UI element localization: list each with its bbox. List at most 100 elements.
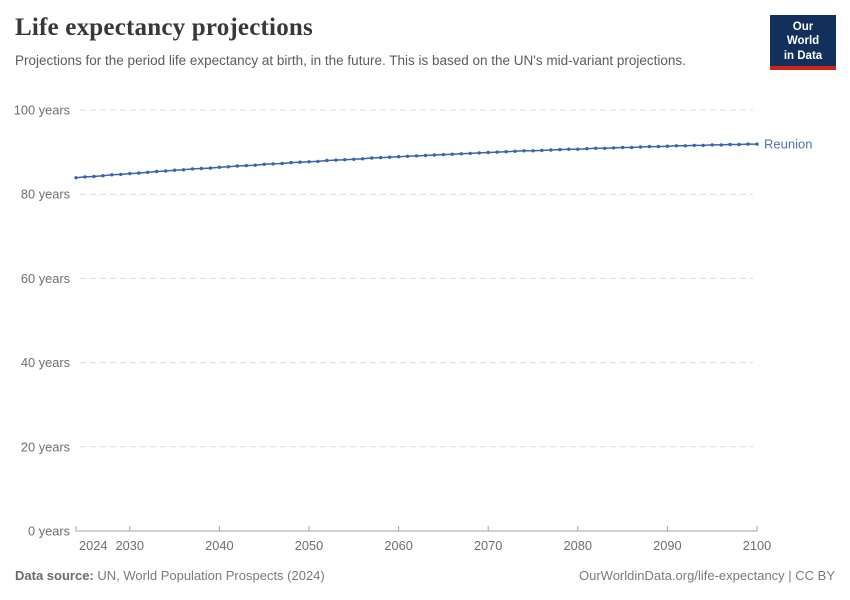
data-point-2050[interactable] xyxy=(307,160,311,164)
chart-subtitle: Projections for the period life expectan… xyxy=(15,53,686,68)
data-point-2078[interactable] xyxy=(558,147,562,152)
data-point-2029[interactable] xyxy=(119,172,123,177)
data-point-2054[interactable] xyxy=(343,158,347,162)
data-point-2080[interactable] xyxy=(576,147,580,151)
data-point-2038[interactable] xyxy=(199,166,204,171)
data-point-2041[interactable] xyxy=(226,165,230,169)
x-tick-label-2090: 2090 xyxy=(653,538,681,553)
data-point-2081[interactable] xyxy=(585,147,589,151)
data-point-2062[interactable] xyxy=(414,154,419,158)
data-point-2065[interactable] xyxy=(441,152,446,157)
data-point-2045[interactable] xyxy=(262,162,266,166)
x-tick-label-2100: 2100 xyxy=(743,538,771,553)
data-point-2100[interactable] xyxy=(755,142,759,146)
data-point-2024[interactable] xyxy=(74,176,78,180)
data-point-2060[interactable] xyxy=(396,155,401,159)
data-point-2052[interactable] xyxy=(325,158,329,163)
credit-link[interactable]: OurWorldinData.org/life-expectancy | CC … xyxy=(578,568,835,583)
x-tick-label-2030: 2030 xyxy=(116,538,144,553)
data-point-2063[interactable] xyxy=(423,153,428,158)
data-point-2048[interactable] xyxy=(289,160,293,165)
data-point-2077[interactable] xyxy=(549,148,553,152)
data-point-2099[interactable] xyxy=(746,142,750,146)
x-tick-label-2050: 2050 xyxy=(295,538,323,553)
data-point-2049[interactable] xyxy=(298,160,302,164)
data-point-2094[interactable] xyxy=(701,143,705,148)
data-point-2089[interactable] xyxy=(656,144,661,149)
data-point-2031[interactable] xyxy=(137,171,141,175)
data-point-2047[interactable] xyxy=(280,161,284,166)
data-source-label: Data source: xyxy=(15,568,94,583)
entity-label[interactable]: Reunion xyxy=(764,137,812,152)
data-point-2090[interactable] xyxy=(665,144,670,148)
data-point-2097[interactable] xyxy=(728,142,732,147)
data-point-2027[interactable] xyxy=(101,174,105,178)
data-point-2098[interactable] xyxy=(737,142,741,147)
data-point-2043[interactable] xyxy=(244,163,248,168)
data-point-2037[interactable] xyxy=(190,167,195,171)
data-point-2083[interactable] xyxy=(603,146,607,150)
data-source-value: UN, World Population Prospects (2024) xyxy=(97,568,325,583)
data-point-2061[interactable] xyxy=(405,154,410,158)
data-point-2087[interactable] xyxy=(638,145,643,149)
owid-logo-line2: in Data xyxy=(783,49,823,62)
data-point-2073[interactable] xyxy=(513,149,517,153)
x-tick-label-2070: 2070 xyxy=(474,538,502,553)
data-point-2039[interactable] xyxy=(208,166,213,170)
data-point-2042[interactable] xyxy=(235,164,239,168)
data-point-2086[interactable] xyxy=(629,145,634,150)
data-point-2040[interactable] xyxy=(217,165,222,169)
data-point-2058[interactable] xyxy=(379,155,383,160)
data-point-2075[interactable] xyxy=(531,149,535,153)
data-point-2092[interactable] xyxy=(683,144,687,148)
data-point-2026[interactable] xyxy=(92,174,96,179)
data-point-2072[interactable] xyxy=(504,150,508,154)
data-point-2069[interactable] xyxy=(477,151,481,155)
data-point-2064[interactable] xyxy=(432,153,437,157)
data-point-2066[interactable] xyxy=(450,152,454,156)
data-point-2079[interactable] xyxy=(567,147,571,151)
data-point-2030[interactable] xyxy=(128,171,132,176)
data-point-2071[interactable] xyxy=(495,150,499,154)
data-point-2084[interactable] xyxy=(611,146,616,150)
data-point-2033[interactable] xyxy=(154,169,159,174)
data-point-2035[interactable] xyxy=(172,168,177,172)
data-point-2057[interactable] xyxy=(370,156,374,160)
data-point-2093[interactable] xyxy=(692,143,696,148)
data-point-2095[interactable] xyxy=(710,143,714,147)
data-point-2082[interactable] xyxy=(594,146,598,150)
owid-logo[interactable]: Our World in Data xyxy=(770,15,836,71)
y-tick-label-80: 80 years xyxy=(21,187,70,202)
data-point-2059[interactable] xyxy=(387,155,392,159)
data-point-2068[interactable] xyxy=(468,151,472,156)
data-point-2056[interactable] xyxy=(361,157,365,161)
data-point-2025[interactable] xyxy=(83,175,87,179)
data-point-2046[interactable] xyxy=(271,162,275,166)
y-tick-label-0: 0 years xyxy=(28,524,70,539)
data-point-2051[interactable] xyxy=(316,159,320,164)
data-point-2074[interactable] xyxy=(522,149,526,153)
data-point-2032[interactable] xyxy=(146,170,150,174)
data-point-2088[interactable] xyxy=(647,144,652,149)
data-point-2053[interactable] xyxy=(334,158,338,162)
x-axis-line xyxy=(75,526,758,532)
data-point-2091[interactable] xyxy=(674,144,679,148)
data-point-2070[interactable] xyxy=(486,150,490,155)
data-point-2044[interactable] xyxy=(253,163,257,167)
data-point-2028[interactable] xyxy=(110,173,114,177)
series-line[interactable] xyxy=(75,143,757,179)
data-point-2076[interactable] xyxy=(540,148,544,153)
owid-logo-line1: Our World xyxy=(786,21,820,48)
chart-title: Life expectancy projections xyxy=(15,14,313,41)
data-point-2067[interactable] xyxy=(459,152,463,156)
chart-footer: Data source: UN, World Population Prospe… xyxy=(15,568,835,583)
data-point-2055[interactable] xyxy=(352,157,356,161)
x-tick-label-2080: 2080 xyxy=(564,538,592,553)
series-reunion[interactable]: Reunion xyxy=(74,137,812,180)
data-point-2034[interactable] xyxy=(163,169,168,173)
data-point-2085[interactable] xyxy=(620,145,625,150)
data-point-2036[interactable] xyxy=(181,168,186,172)
data-point-2096[interactable] xyxy=(719,143,723,147)
